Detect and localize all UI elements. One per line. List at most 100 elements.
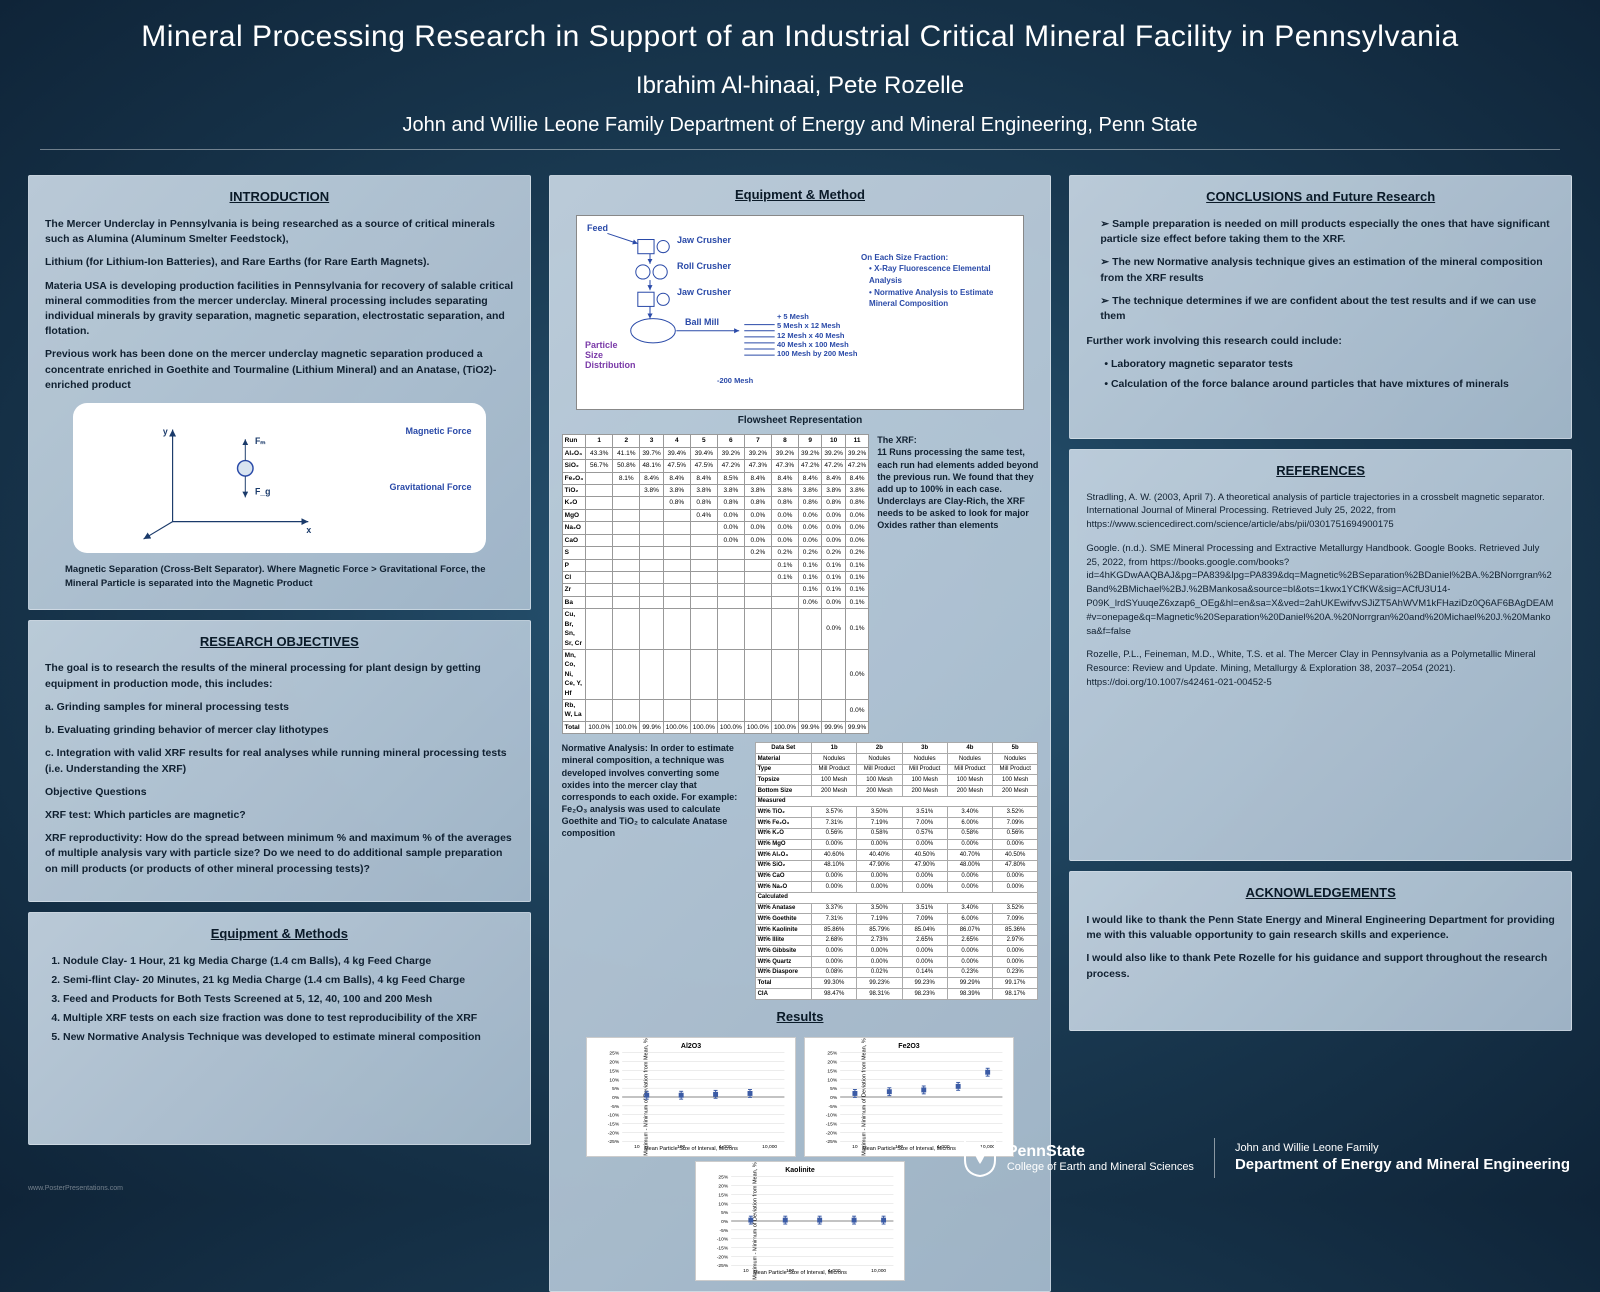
obj-a: a. Grinding samples for mineral processi… — [45, 700, 514, 715]
svg-text:1,000: 1,000 — [719, 1144, 732, 1150]
flow-caption: Flowsheet Representation — [562, 414, 1039, 429]
conclusions-panel: CONCLUSIONS and Future Research Sample p… — [1069, 175, 1572, 439]
conc-b2: The new Normative analysis technique giv… — [1100, 255, 1555, 285]
svg-text:100: 100 — [895, 1144, 903, 1150]
svg-text:10%: 10% — [827, 1077, 837, 1083]
references-panel: REFERENCES Stradling, A. W. (2003, April… — [1069, 449, 1572, 861]
svg-text:-5%: -5% — [828, 1103, 837, 1109]
svg-text:10%: 10% — [609, 1077, 619, 1083]
poster-department: John and Willie Leone Family Department … — [40, 114, 1560, 150]
obj-q1: XRF test: Which particles are magnetic? — [45, 808, 514, 823]
logo-spacer — [1069, 1041, 1572, 1145]
conc-b3: The technique determines if we are confi… — [1100, 294, 1555, 324]
svg-text:-5%: -5% — [610, 1103, 619, 1109]
svg-text:-20%: -20% — [608, 1130, 620, 1136]
svg-text:10: 10 — [743, 1268, 749, 1274]
svg-text:x: x — [306, 525, 311, 535]
equip1-heading: Equipment & Methods — [45, 925, 514, 944]
intro-heading: INTRODUCTION — [45, 188, 514, 207]
svg-text:10%: 10% — [718, 1201, 728, 1207]
svg-text:1,000: 1,000 — [937, 1144, 950, 1150]
svg-text:15%: 15% — [609, 1068, 619, 1074]
further-label: Further work involving this research cou… — [1086, 334, 1555, 349]
svg-text:-15%: -15% — [717, 1245, 729, 1251]
charts-row-2: Kaolinite Maximum - Minimum of Deviation… — [562, 1161, 1039, 1281]
svg-text:y: y — [163, 426, 168, 436]
svg-text:-15%: -15% — [608, 1121, 620, 1127]
svg-text:0%: 0% — [612, 1095, 620, 1101]
svg-text:10: 10 — [634, 1144, 640, 1150]
svg-text:-25%: -25% — [826, 1139, 838, 1145]
ack-panel: ACKNOWLEDGEMENTS I would like to thank t… — [1069, 871, 1572, 1031]
list-item: Calculation of the force balance around … — [1104, 377, 1555, 392]
ref-2: Google. (n.d.). SME Mineral Processing a… — [1086, 542, 1555, 638]
intro-panel: INTRODUCTION The Mercer Underclay in Pen… — [28, 175, 531, 610]
objectives-heading: RESEARCH OBJECTIVES — [45, 633, 514, 652]
svg-text:-25%: -25% — [608, 1139, 620, 1145]
right-column: CONCLUSIONS and Future Research Sample p… — [1069, 175, 1572, 1145]
equip2-panel: Equipment & Method Feed Jaw Crusher — [549, 175, 1052, 1292]
runs-table: Run1234567891011Al₂O₃43.3%41.1%39.7%39.4… — [562, 434, 870, 734]
svg-text:15%: 15% — [827, 1068, 837, 1074]
svg-text:F_g: F_g — [255, 487, 271, 497]
diagram-caption: Magnetic Separation (Cross-Belt Separato… — [65, 563, 494, 591]
equip1-panel: Equipment & Methods Nodule Clay- 1 Hour,… — [28, 912, 531, 1145]
chart-al2o3: Al2O3 Maximum - Minimum of Deviation fro… — [586, 1037, 796, 1157]
svg-text:20%: 20% — [827, 1059, 837, 1065]
obj-oq: Objective Questions — [45, 785, 514, 800]
svg-text:Fₘ: Fₘ — [255, 436, 266, 446]
list-item: Multiple XRF tests on each size fraction… — [63, 1011, 514, 1026]
poster-header: Mineral Processing Research in Support o… — [0, 0, 1600, 165]
svg-text:5%: 5% — [830, 1086, 838, 1092]
svg-text:-10%: -10% — [717, 1236, 729, 1242]
svg-text:10,000: 10,000 — [762, 1144, 777, 1150]
results-heading: Results — [562, 1008, 1039, 1027]
list-item: Nodule Clay- 1 Hour, 21 kg Media Charge … — [63, 954, 514, 969]
ref-3: Rozelle, P.L., Feineman, M.D., White, T.… — [1086, 648, 1555, 689]
equip2-heading: Equipment & Method — [562, 186, 1039, 205]
poster-credit: www.PosterPresentations.com — [28, 1185, 123, 1192]
intro-p4: Previous work has been done on the merce… — [45, 347, 514, 393]
svg-text:-10%: -10% — [608, 1112, 620, 1118]
flowsheet-diagram: Feed Jaw Crusher Roll Crusher Jaw Cru — [576, 215, 1024, 410]
ref-1: Stradling, A. W. (2003, April 7). A theo… — [1086, 491, 1555, 532]
norm-table: Data Set1b2b3b4b5bMaterialNodulesNodules… — [755, 742, 1039, 1000]
list-item: New Normative Analysis Technique was dev… — [63, 1030, 514, 1045]
gravforce-label: Gravitational Force — [390, 481, 472, 494]
svg-text:20%: 20% — [718, 1183, 728, 1189]
svg-text:25%: 25% — [827, 1050, 837, 1056]
equip1-list: Nodule Clay- 1 Hour, 21 kg Media Charge … — [63, 954, 514, 1046]
poster-title: Mineral Processing Research in Support o… — [40, 20, 1560, 54]
list-item: Laboratory magnetic separator tests — [1104, 357, 1555, 372]
svg-text:10: 10 — [852, 1144, 858, 1150]
intro-p3: Materia USA is developing production fac… — [45, 279, 514, 340]
list-item: Semi-flint Clay- 20 Minutes, 21 kg Media… — [63, 973, 514, 988]
references-heading: REFERENCES — [1086, 462, 1555, 481]
objectives-panel: RESEARCH OBJECTIVES The goal is to resea… — [28, 620, 531, 902]
logo-brand: PennState College of Earth and Mineral S… — [1007, 1143, 1194, 1173]
svg-text:5%: 5% — [721, 1210, 729, 1216]
intro-p2: Lithium (for Lithium-Ion Batteries), and… — [45, 255, 514, 270]
obj-c: c. Integration with valid XRF results fo… — [45, 746, 514, 776]
list-item: Feed and Products for Both Tests Screene… — [63, 992, 514, 1007]
svg-text:-20%: -20% — [717, 1254, 729, 1260]
norm-note: Normative Analysis: In order to estimate… — [562, 742, 747, 839]
conclusions-heading: CONCLUSIONS and Future Research — [1086, 188, 1555, 207]
xrf-note: The XRF: 11 Runs processing the same tes… — [877, 434, 1038, 531]
svg-text:-20%: -20% — [826, 1130, 838, 1136]
magnetic-diagram: Fₘ F_g y x Magnetic Force Gravitational … — [73, 403, 485, 553]
ack-heading: ACKNOWLEDGEMENTS — [1086, 884, 1555, 903]
ack-p2: I would also like to thank Pete Rozelle … — [1086, 951, 1555, 981]
middle-column: Equipment & Method Feed Jaw Crusher — [549, 175, 1052, 1145]
further-list: Laboratory magnetic separator tests Calc… — [1104, 357, 1555, 391]
svg-text:5%: 5% — [612, 1086, 620, 1092]
svg-text:0%: 0% — [830, 1095, 838, 1101]
svg-text:20%: 20% — [609, 1059, 619, 1065]
svg-text:0%: 0% — [721, 1219, 729, 1225]
svg-text:-25%: -25% — [717, 1263, 729, 1269]
ack-p1: I would like to thank the Penn State Ene… — [1086, 913, 1555, 943]
svg-text:-10%: -10% — [826, 1112, 838, 1118]
svg-text:15%: 15% — [718, 1192, 728, 1198]
conc-b1: Sample preparation is needed on mill pro… — [1100, 217, 1555, 247]
runs-row: Run1234567891011Al₂O₃43.3%41.1%39.7%39.4… — [562, 434, 1039, 734]
